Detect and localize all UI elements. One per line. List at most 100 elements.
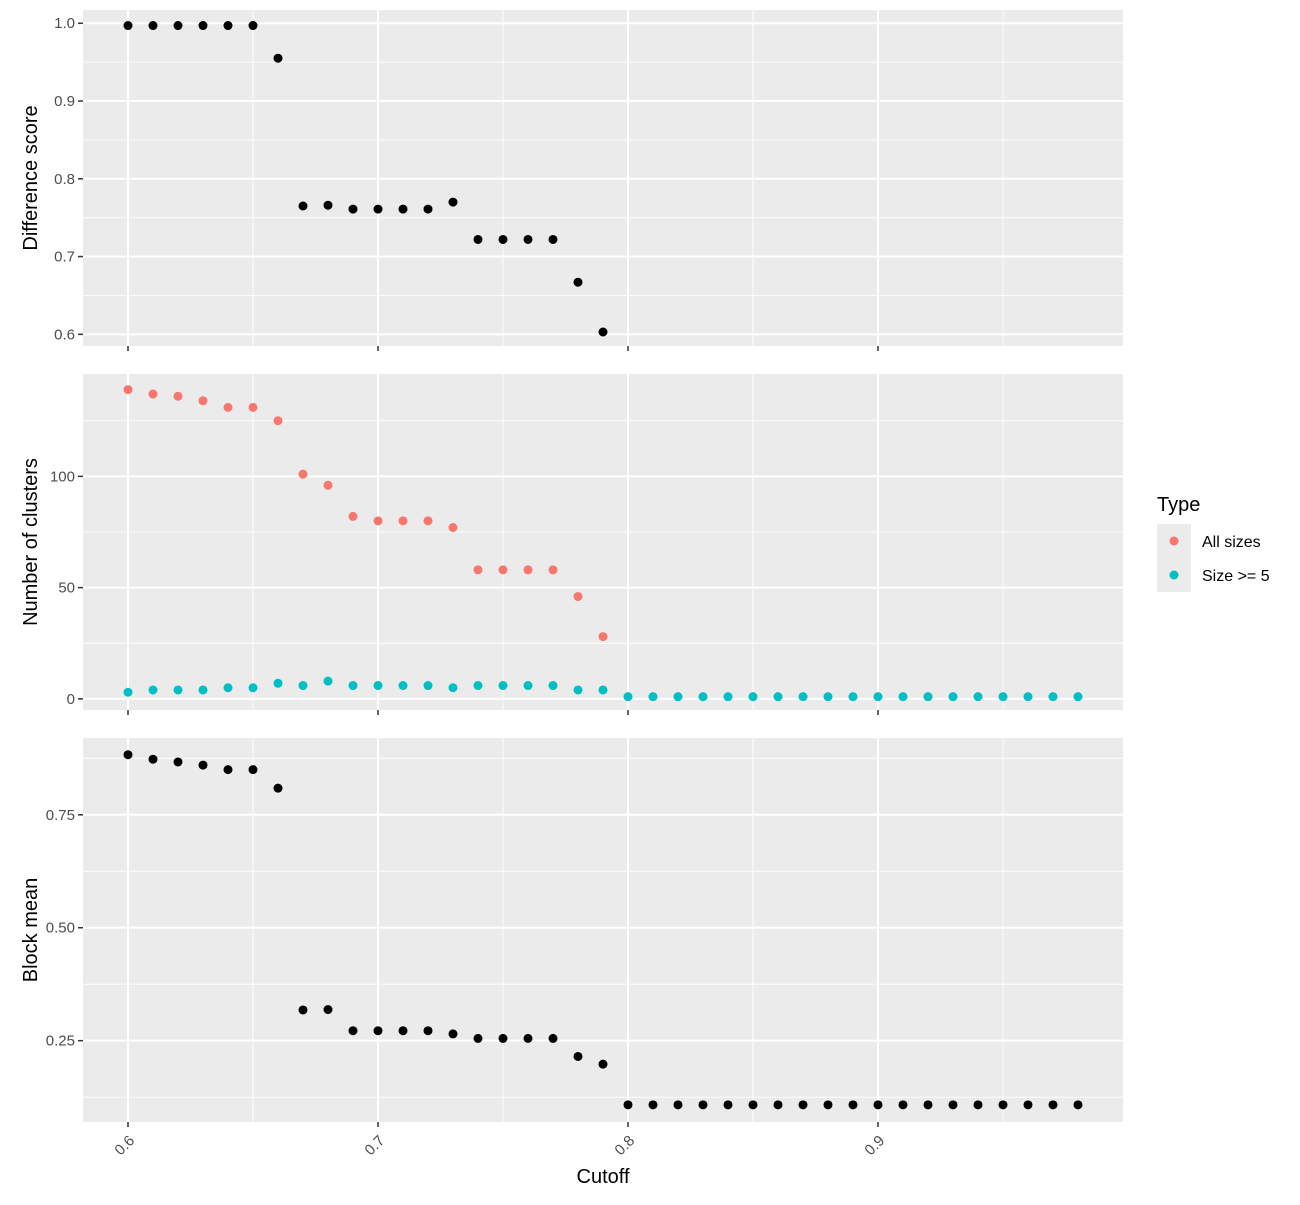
data-point [698,692,708,702]
series-panel1-1 [123,21,608,337]
data-point [223,765,233,775]
data-point [573,592,583,602]
data-point [548,234,558,244]
data-point [598,685,608,695]
data-point [148,754,158,764]
data-point [173,21,183,31]
data-point [998,1100,1008,1110]
data-point [248,683,258,693]
data-point [473,1033,483,1043]
data-point [998,692,1008,702]
data-point [198,21,208,31]
series-size-5 [123,676,1083,702]
data-point [273,416,283,426]
legend: Type All sizes Size >= 5 [1157,494,1270,592]
data-point [223,21,233,31]
y-tick-label: 0.8 [54,171,75,188]
legend-key-point [1169,536,1179,546]
data-point [848,1100,858,1110]
data-point [148,21,158,31]
data-point [173,391,183,401]
data-point [673,1100,683,1110]
panel-2: 0 50 100 Number of clusters [20,374,1123,715]
data-point [248,21,258,31]
series-all-sizes [123,385,608,642]
x-axis-title: Cutoff [577,1166,630,1188]
data-point [473,681,483,691]
data-point [623,1100,633,1110]
data-point [323,200,333,210]
data-point [473,234,483,244]
data-point [598,632,608,642]
data-point [748,692,758,702]
data-point [798,1100,808,1110]
data-point [423,681,433,691]
data-point [873,1100,883,1110]
panel-3: 0.25 0.50 0.75 Block mean [20,738,1123,1127]
data-point [323,1005,333,1015]
data-point [1023,1100,1033,1110]
data-point [648,692,658,702]
data-point [398,516,408,526]
data-point [373,516,383,526]
data-point [923,1100,933,1110]
data-point [698,1100,708,1110]
data-point [498,234,508,244]
data-point [948,1100,958,1110]
data-point [123,385,133,395]
data-point [473,565,483,575]
y-tick-label: 0.9 [54,93,75,110]
data-point [1073,692,1083,702]
data-point [573,685,583,695]
data-point [548,681,558,691]
legend-title: Type [1157,494,1200,516]
data-point [1023,692,1033,702]
y-tick-label: 100 [50,468,75,485]
data-point [123,21,133,31]
data-point [173,757,183,767]
data-point [848,692,858,702]
data-point [273,783,283,793]
data-point [423,204,433,214]
data-point [148,685,158,695]
data-point [748,1100,758,1110]
data-point [223,402,233,412]
data-point [973,1100,983,1110]
data-point [498,1033,508,1043]
data-point [398,681,408,691]
data-point [148,389,158,399]
data-point [773,1100,783,1110]
data-point [773,692,783,702]
data-point [348,204,358,214]
data-point [723,1100,733,1110]
panel-1: 0.6 0.7 0.8 0.9 1.0 Difference score [20,10,1123,351]
data-point [348,511,358,521]
data-point [123,750,133,760]
data-point [248,402,258,412]
data-point [823,1100,833,1110]
data-point [248,765,258,775]
data-point [548,565,558,575]
data-point [923,692,933,702]
data-point [898,1100,908,1110]
data-point [548,1033,558,1043]
data-point [298,681,308,691]
y-axis-title: Block mean [20,878,42,983]
data-point [648,1100,658,1110]
data-point [398,1026,408,1036]
legend-entry-label: Size >= 5 [1202,568,1270,585]
data-point [198,760,208,770]
data-point [123,687,133,697]
data-point [448,523,458,533]
data-point [198,685,208,695]
y-tick-label: 0 [67,691,75,708]
data-point [298,469,308,479]
data-point [423,516,433,526]
data-point [573,1051,583,1061]
data-point [273,53,283,63]
data-point [973,692,983,702]
data-point [198,396,208,406]
data-point [448,683,458,693]
